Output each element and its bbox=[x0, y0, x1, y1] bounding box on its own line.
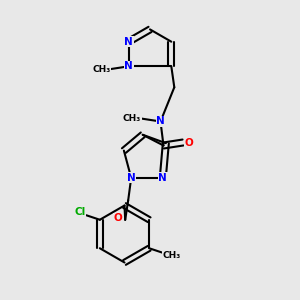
Text: N: N bbox=[124, 37, 133, 47]
Text: O: O bbox=[113, 213, 122, 223]
Text: N: N bbox=[158, 173, 167, 183]
Text: CH₃: CH₃ bbox=[93, 65, 111, 74]
Text: CH₃: CH₃ bbox=[123, 114, 141, 123]
Text: CH₃: CH₃ bbox=[163, 251, 181, 260]
Text: N: N bbox=[124, 61, 133, 71]
Text: N: N bbox=[127, 173, 136, 183]
Text: O: O bbox=[184, 137, 193, 148]
Text: Cl: Cl bbox=[75, 207, 86, 217]
Text: N: N bbox=[156, 116, 165, 127]
